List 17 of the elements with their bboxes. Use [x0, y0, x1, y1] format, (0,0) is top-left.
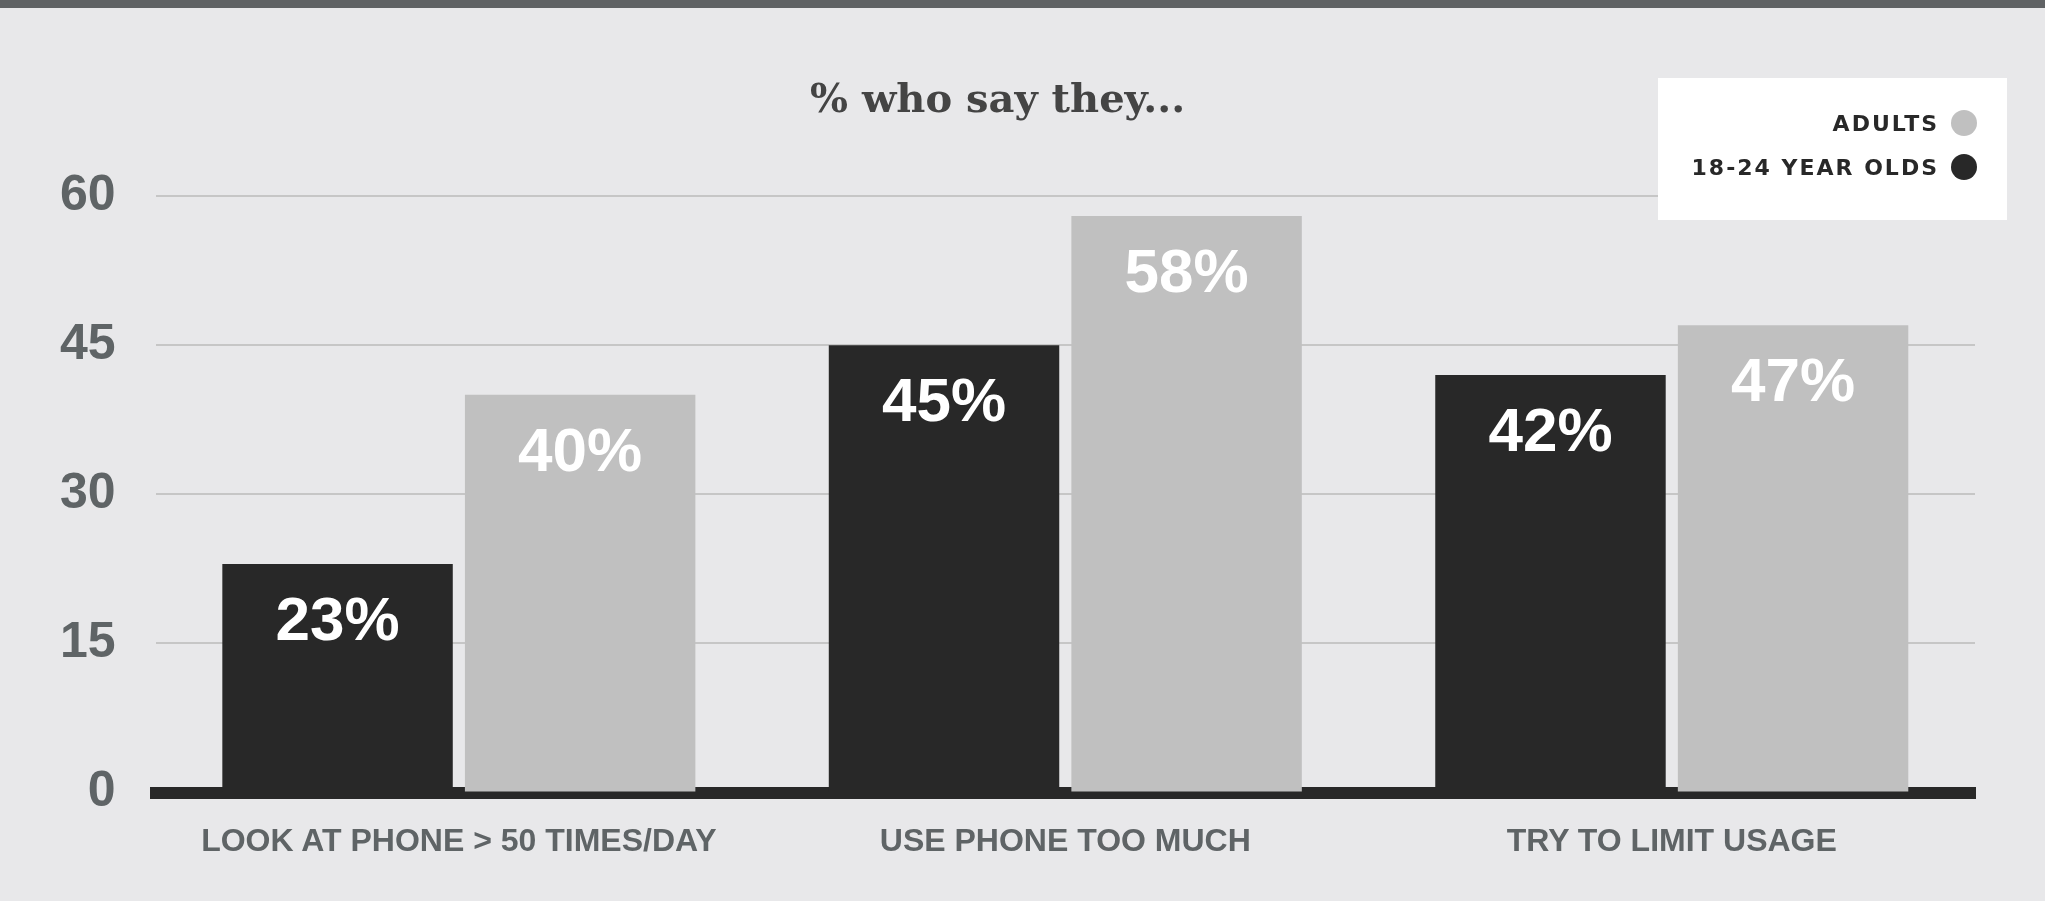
y-tick-label: 15 — [59, 612, 116, 669]
y-tick-label: 45 — [59, 313, 116, 370]
y-tick-label: 30 — [59, 463, 116, 520]
y-tick-label: 60 — [59, 164, 116, 221]
chart-title: % who say they... — [809, 74, 1186, 122]
x-tick-label: LOOK AT PHONE > 50 TIMES/DAY — [201, 821, 717, 858]
x-tick-label: USE PHONE TOO MUCH — [879, 821, 1251, 858]
x-tick-label: TRY TO LIMIT USAGE — [1506, 821, 1837, 858]
legend-label: 18-24 YEAR OLDS — [1691, 154, 1939, 180]
data-label: 45% — [881, 365, 1007, 435]
legend-label: ADULTS — [1832, 110, 1939, 136]
data-label: 58% — [1124, 235, 1249, 305]
data-label: 47% — [1731, 345, 1856, 415]
data-label: 42% — [1488, 395, 1613, 465]
y-tick-label: 0 — [87, 761, 116, 818]
data-label: 40% — [518, 414, 643, 484]
data-label: 23% — [275, 584, 400, 653]
